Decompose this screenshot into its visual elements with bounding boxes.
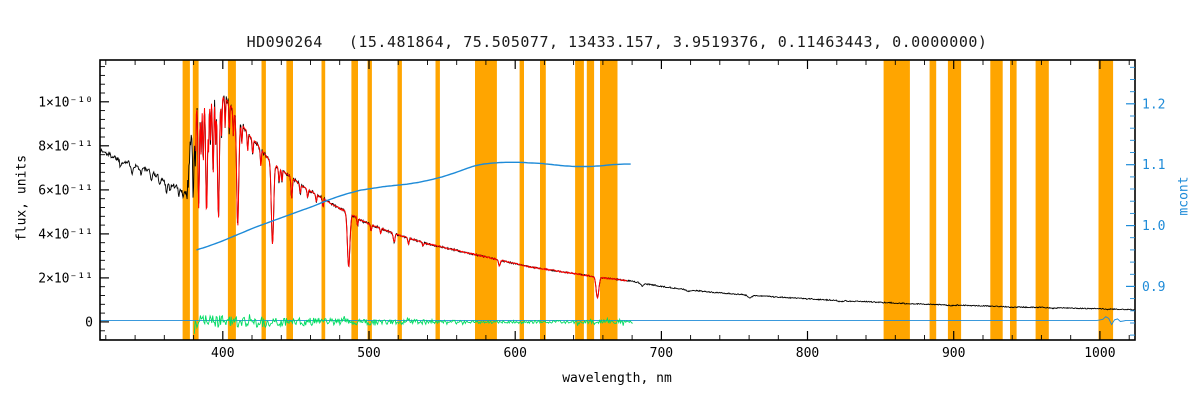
mcont-tick-label: 1.2 xyxy=(1142,97,1165,112)
masked-region-band xyxy=(519,60,524,340)
flux-tick-label: 0 xyxy=(85,315,93,330)
masked-region-band xyxy=(261,60,266,340)
masked-region-band xyxy=(227,60,236,340)
masked-region-band xyxy=(540,60,546,340)
title-parameters: (15.481864, 75.505077, 13433.157, 3.9519… xyxy=(348,33,988,51)
flux-tick-label: 6×10⁻¹¹ xyxy=(38,183,93,198)
masked-region-band xyxy=(397,60,402,340)
x-tick-label: 900 xyxy=(942,346,965,361)
star-id: HD090264 xyxy=(246,33,323,51)
masked-region-band xyxy=(586,60,595,340)
flux-tick-label: 1×10⁻¹⁰ xyxy=(38,95,93,110)
plot-frame xyxy=(99,59,1136,341)
flux-tick-label: 2×10⁻¹¹ xyxy=(38,271,93,286)
masked-region-band xyxy=(1010,60,1017,340)
x-tick-label: 1000 xyxy=(1084,346,1115,361)
masked-region-band xyxy=(367,60,372,340)
masked-region-band xyxy=(286,60,293,340)
flux-tick-label: 8×10⁻¹¹ xyxy=(38,139,93,154)
x-tick-label: 500 xyxy=(357,346,380,361)
masked-region-band xyxy=(182,60,190,340)
masked-region-band xyxy=(1035,60,1049,340)
masked-region-band xyxy=(1098,60,1114,340)
mcont-tick-label: 1.0 xyxy=(1142,219,1165,234)
wavelength-axis-label: wavelength, nm xyxy=(562,371,672,386)
masked-region-band xyxy=(435,60,440,340)
x-tick-label: 800 xyxy=(796,346,819,361)
masked-region-band xyxy=(575,60,584,340)
residual-curve xyxy=(193,314,633,334)
flux-tick-label: 4×10⁻¹¹ xyxy=(38,227,93,242)
mcont-tick-label: 1.1 xyxy=(1142,158,1165,173)
x-tick-label: 700 xyxy=(650,346,673,361)
masked-region-band xyxy=(947,60,962,340)
masked-region-band xyxy=(475,60,497,340)
x-tick-label: 600 xyxy=(503,346,526,361)
masked-region-band xyxy=(321,60,326,340)
masked-region-band xyxy=(351,60,358,340)
masked-region-band xyxy=(883,60,910,340)
flux-axis-label: flux, units xyxy=(14,154,30,242)
masked-region-band xyxy=(192,60,199,340)
masked-region-band xyxy=(600,60,618,340)
masked-region-band xyxy=(929,60,937,340)
masked-region-band xyxy=(990,60,1003,340)
x-tick-label: 400 xyxy=(211,346,234,361)
plot-title: HD090264 (15.481864, 75.505077, 13433.157… xyxy=(247,33,988,51)
mcont-curve xyxy=(196,161,631,251)
mcont-axis-label: mcont xyxy=(1176,176,1192,216)
mcont-tick-label: 0.9 xyxy=(1142,280,1165,295)
model-fit-curve xyxy=(195,96,628,300)
